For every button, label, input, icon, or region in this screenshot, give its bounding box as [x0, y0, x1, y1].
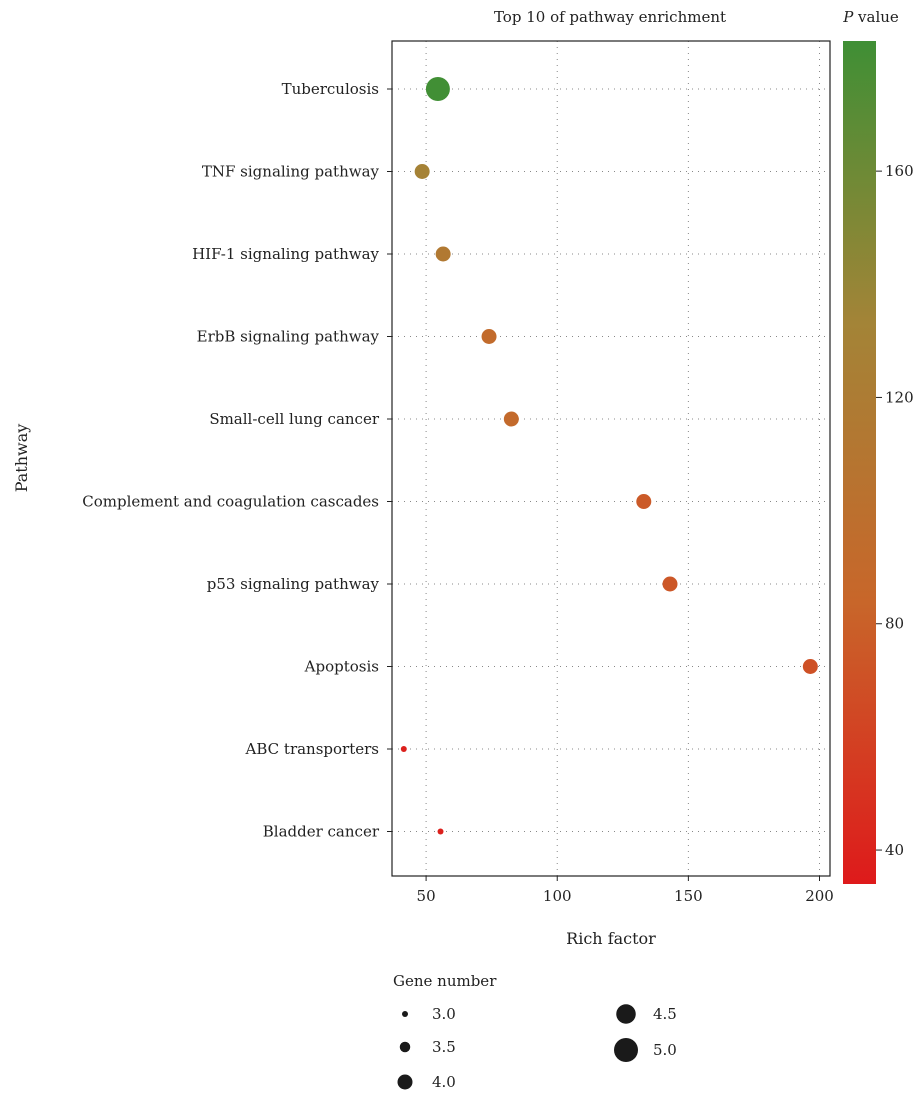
data-point	[802, 659, 818, 674]
grid-lines	[392, 41, 830, 876]
x-tick-label: 50	[417, 887, 436, 905]
y-tick-label: Small-cell lung cancer	[209, 410, 380, 428]
y-tick-label: p53 signaling pathway	[207, 575, 380, 593]
size-legend-marker	[402, 1011, 408, 1017]
size-legend-marker	[399, 1041, 411, 1053]
x-tick-label: 150	[674, 887, 703, 905]
size-legend-marker	[616, 1004, 636, 1024]
data-point	[662, 576, 678, 592]
size-legend-title: Gene number	[393, 972, 497, 990]
data-point	[481, 329, 497, 344]
y-tick-label: Complement and coagulation cascades	[82, 493, 379, 511]
y-tick-label: TNF signaling pathway	[202, 163, 380, 181]
y-axis: Tuberculosis TNF signaling pathway HIF-1 s…	[82, 80, 392, 841]
y-tick-label: ErbB signaling pathway	[197, 328, 380, 346]
plot-frame	[391, 40, 831, 877]
data-point	[503, 411, 519, 427]
x-tick-label: 100	[543, 887, 572, 905]
size-legend-label: 4.0	[432, 1073, 456, 1091]
chart-title: Top 10 of pathway enrichment	[494, 8, 726, 26]
size-legend-label: 5.0	[653, 1041, 677, 1059]
y-tick-label: Bladder cancer	[263, 823, 380, 841]
colorbar-title: P value	[842, 8, 899, 26]
p-value-colorbar: P value 40 80 120 160	[842, 8, 914, 884]
x-axis-title: Rich factor	[566, 929, 656, 948]
colorbar-tick-label: 160	[885, 162, 914, 180]
y-tick-label: HIF-1 signaling pathway	[192, 245, 379, 263]
colorbar-ticks: 40 80 120 160	[876, 162, 914, 859]
colorbar-title-rest: value	[853, 8, 899, 26]
data-point	[435, 246, 451, 262]
gene-number-legend: Gene number 3.0 3.5 4.0 4.5 5.0	[393, 972, 677, 1091]
y-tick-label: ABC transporters	[245, 740, 379, 758]
colorbar-tick-label: 80	[885, 615, 904, 633]
data-point	[400, 746, 407, 752]
size-legend-marker	[614, 1038, 638, 1062]
colorbar-gradient	[843, 41, 876, 884]
y-tick-label: Tuberculosis	[282, 80, 379, 98]
colorbar-title-italic: P	[842, 8, 854, 26]
data-point	[425, 77, 450, 101]
data-point	[414, 164, 430, 179]
size-legend-label: 4.5	[653, 1005, 677, 1023]
colorbar-tick-label: 120	[885, 388, 914, 406]
y-tick-label: Apoptosis	[304, 658, 379, 676]
x-tick-label: 200	[805, 887, 834, 905]
colorbar-tick-label: 40	[885, 841, 904, 859]
data-point	[636, 494, 652, 509]
size-legend-items: 3.0 3.5 4.0 4.5 5.0	[397, 1004, 677, 1091]
size-legend-label: 3.0	[432, 1005, 456, 1023]
data-point	[437, 828, 444, 835]
size-legend-marker	[397, 1074, 413, 1090]
data-points	[400, 77, 818, 835]
x-axis: 50 100 150 200	[417, 876, 834, 905]
size-legend-label: 3.5	[432, 1038, 456, 1056]
y-axis-title: Pathway	[12, 424, 31, 493]
